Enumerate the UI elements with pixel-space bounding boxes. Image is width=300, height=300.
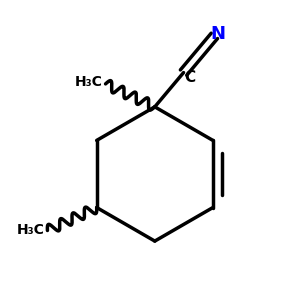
Text: H₃C: H₃C	[74, 75, 102, 89]
Text: N: N	[210, 25, 225, 43]
Text: H₃C: H₃C	[16, 224, 44, 238]
Text: C: C	[184, 70, 195, 85]
